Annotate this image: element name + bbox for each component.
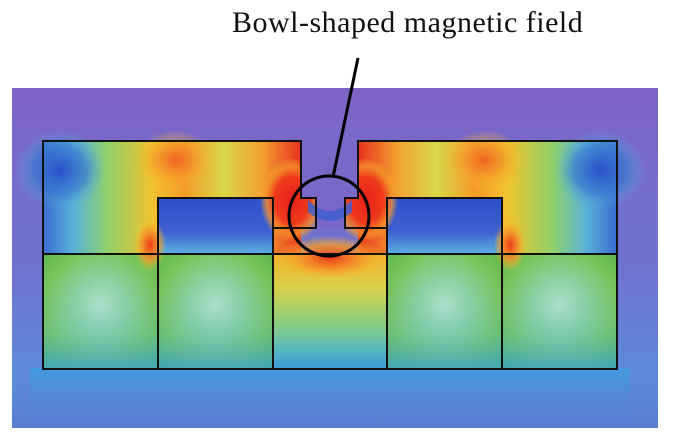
structure-outline (42, 140, 618, 370)
annotation-label: Bowl-shaped magnetic field (232, 6, 584, 39)
right-edge-blue (555, 130, 645, 210)
central-gap-field (301, 141, 358, 228)
left-pocket (158, 198, 273, 254)
annotation-pointer-line (331, 57, 360, 178)
upper-right-warm-band (445, 130, 525, 190)
background-bottom-glow (30, 368, 630, 423)
left-side-hotspot (134, 219, 166, 271)
right-side-hotspot (494, 219, 526, 271)
left-edge-blue (15, 130, 105, 210)
upper-left-warm-band (135, 130, 215, 190)
bowl-field-shape (308, 200, 352, 221)
center-lower-hotspot (275, 236, 385, 280)
right-pocket (387, 198, 502, 254)
annotation-circle (287, 174, 371, 258)
